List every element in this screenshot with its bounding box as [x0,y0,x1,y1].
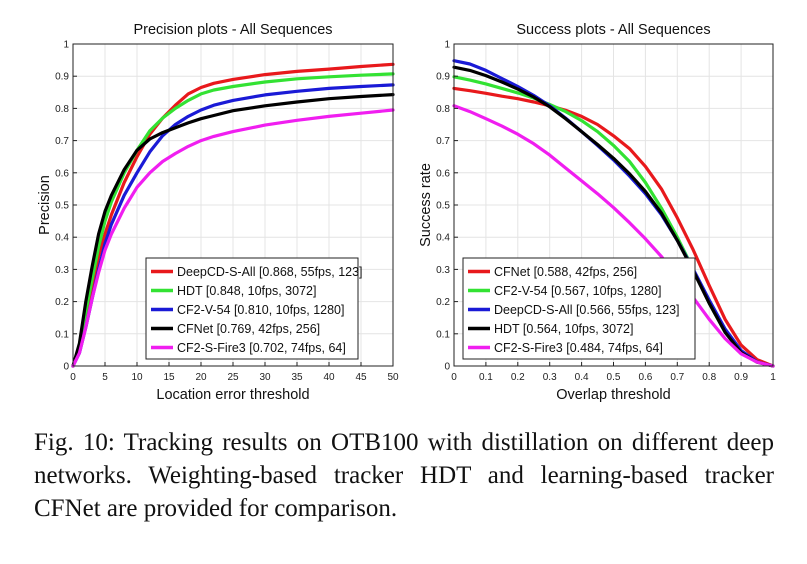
success-x-tick-label-7: 0.7 [670,372,684,383]
success-title: Success plots - All Sequences [516,22,710,38]
success-x-tick-label-5: 0.5 [607,372,621,383]
precision-x-tick-label-10: 50 [387,372,399,383]
precision-y-tick-label-3: 0.3 [55,265,69,276]
success-legend-label-2: DeepCD-S-All [0.566, 55fps, 123] [494,303,680,317]
precision-y-tick-label-10: 1 [63,40,69,51]
success-y-tick-label-1: 0.1 [436,329,450,340]
success-legend-box [462,257,696,360]
success-x-tick-label-2: 0.2 [511,372,525,383]
success-legend-label-3: HDT [0.564, 10fps, 3072] [494,322,633,336]
precision-y-tick-label-1: 0.1 [55,329,69,340]
precision-x-tick-label-8: 40 [323,372,335,383]
precision-y-axis-label: Precision [37,175,53,235]
precision-x-tick-label-0: 0 [70,372,76,383]
precision-y-tick-label-4: 0.4 [55,233,69,244]
success-x-tick-label-4: 0.4 [575,372,589,383]
success-x-tick-label-0: 0 [451,372,457,383]
success-x-tick-label-3: 0.3 [543,372,557,383]
precision-legend-label-0: DeepCD-S-All [0.868, 55fps, 123] [177,265,363,279]
success-y-tick-label-5: 0.5 [436,201,450,212]
success-y-tick-label-4: 0.4 [436,233,450,244]
success-y-tick-label-2: 0.2 [436,297,450,308]
precision-legend-box [145,257,359,360]
success-y-axis-label: Success rate [418,163,434,247]
success-series-line-0 [452,86,775,368]
success-x-tick-label-8: 0.8 [702,372,716,383]
precision-x-tick-label-3: 15 [163,372,175,383]
precision-x-axis-label: Location error threshold [156,387,309,403]
precision-y-tick-label-6: 0.6 [55,168,69,179]
precision-legend-label-2: CF2-V-54 [0.810, 10fps, 1280] [177,303,344,317]
precision-y-tick-label-9: 0.9 [55,72,69,83]
success-legend-label-0: CFNet [0.588, 42fps, 256] [494,265,637,279]
success-series-line-4 [452,104,775,368]
precision-x-tick-label-2: 10 [131,372,143,383]
precision-x-tick-label-1: 5 [102,372,108,383]
success-x-tick-label-9: 0.9 [734,372,748,383]
precision-x-tick-label-9: 45 [355,372,367,383]
precision-x-tick-label-4: 20 [195,372,207,383]
success-series-line-3 [452,65,775,368]
success-y-tick-label-0: 0 [444,362,450,373]
precision-legend-label-3: CFNet [0.769, 42fps, 256] [177,322,320,336]
success-legend-label-4: CF2-S-Fire3 [0.484, 74fps, 64] [494,341,663,355]
success-y-tick-label-10: 1 [444,40,450,51]
precision-y-tick-label-7: 0.7 [55,136,69,147]
precision-legend-label-1: HDT [0.848, 10fps, 3072] [177,284,316,298]
precision-series-line-3 [71,92,395,368]
precision-y-tick-label-5: 0.5 [55,201,69,212]
success-x-tick-label-1: 0.1 [479,372,493,383]
precision-series-line-1 [71,72,395,368]
precision-x-tick-label-6: 30 [259,372,271,383]
precision-x-tick-label-5: 25 [227,372,239,383]
success-x-axis-label: Overlap threshold [556,387,670,403]
success-y-tick-label-9: 0.9 [436,72,450,83]
success-y-tick-label-6: 0.6 [436,168,450,179]
precision-y-tick-label-2: 0.2 [55,297,69,308]
success-x-tick-label-6: 0.6 [638,372,652,383]
figure-caption: Fig. 10: Tracking results on OTB100 with… [34,429,774,522]
precision-x-tick-label-7: 35 [291,372,303,383]
precision-y-tick-label-8: 0.8 [55,104,69,115]
success-y-tick-label-8: 0.8 [436,104,450,115]
success-y-tick-label-7: 0.7 [436,136,450,147]
success-legend-label-1: CF2-V-54 [0.567, 10fps, 1280] [494,284,661,298]
figure: 0 5 10 15 20 25 30 35 40 45 5000.10.20.30.40.50.60… [37,22,776,403]
precision-legend-label-4: CF2-S-Fire3 [0.702, 74fps, 64] [177,341,346,355]
success-y-tick-label-3: 0.3 [436,265,450,276]
precision-title: Precision plots - All Sequences [133,22,332,38]
success-x-tick-label-10: 1 [770,372,776,383]
precision-y-tick-label-0: 0 [63,362,69,373]
precision-series-line-4 [71,108,395,368]
